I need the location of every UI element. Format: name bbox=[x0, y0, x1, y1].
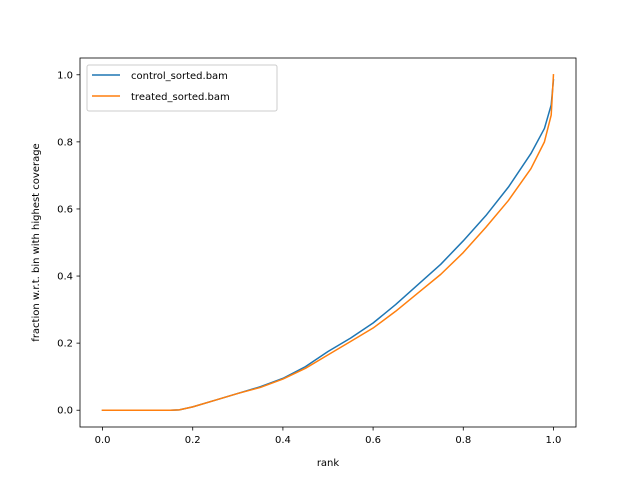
y-tick-label: 0.4 bbox=[57, 272, 73, 283]
x-tick-label: 0.0 bbox=[95, 435, 111, 446]
y-tick-label: 0.8 bbox=[57, 137, 73, 148]
x-tick-label: 0.4 bbox=[275, 435, 291, 446]
legend: control_sorted.bam treated_sorted.bam bbox=[86, 64, 278, 112]
legend-label-control: control_sorted.bam bbox=[131, 71, 228, 82]
y-tick-label: 0.6 bbox=[57, 204, 73, 215]
legend-box bbox=[86, 64, 278, 112]
y-axis-label: fraction w.r.t. bin with highest coverag… bbox=[31, 143, 42, 341]
x-tick-label: 0.6 bbox=[365, 435, 381, 446]
y-tick-label: 0.0 bbox=[57, 406, 73, 417]
y-tick-label: 0.2 bbox=[57, 339, 73, 350]
x-axis-label: rank bbox=[317, 458, 340, 469]
plot-area-frame bbox=[79, 57, 577, 428]
legend-label-treated: treated_sorted.bam bbox=[131, 92, 230, 103]
series-layer bbox=[101, 73, 555, 411]
x-tick-label: 0.8 bbox=[455, 435, 471, 446]
y-axis-ticks: 0.0 0.2 0.4 0.6 0.8 1.0 bbox=[57, 70, 80, 417]
y-tick-label: 1.0 bbox=[57, 70, 73, 81]
x-tick-label: 0.2 bbox=[185, 435, 201, 446]
x-tick-label: 1.0 bbox=[546, 435, 562, 446]
x-axis-ticks: 0.0 0.2 0.4 0.6 0.8 1.0 bbox=[95, 427, 562, 446]
series-line-treated bbox=[101, 73, 555, 411]
